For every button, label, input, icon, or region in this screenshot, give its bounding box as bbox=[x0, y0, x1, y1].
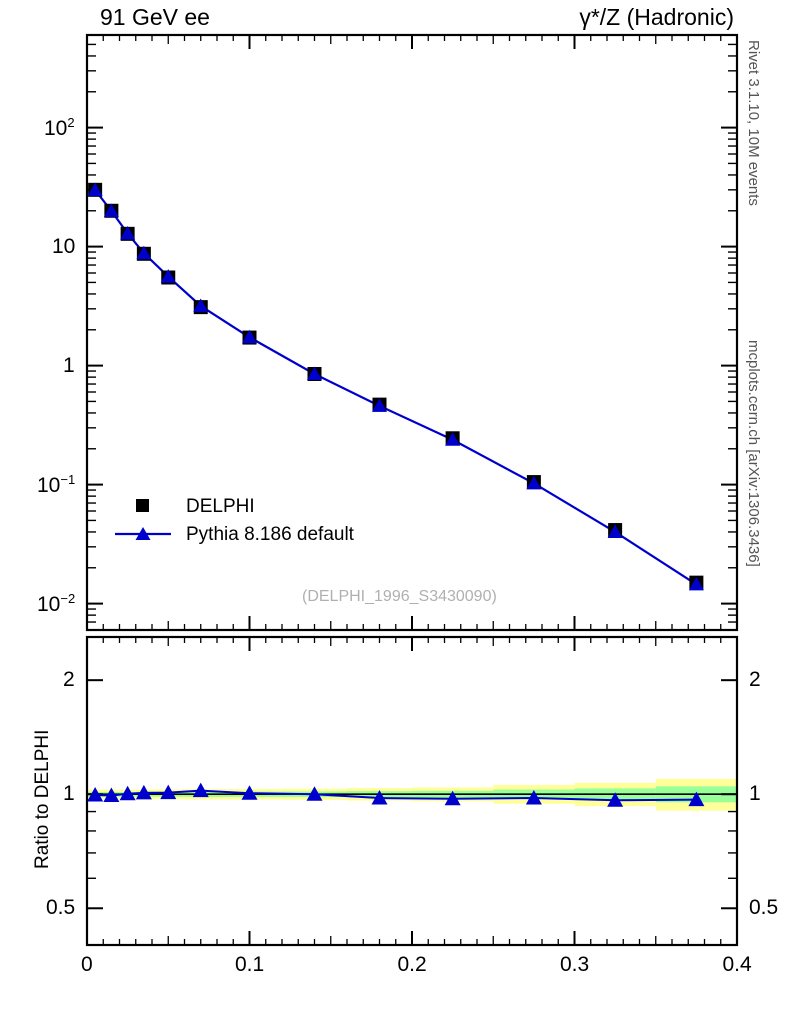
header-left-title: 91 GeV ee bbox=[100, 4, 210, 30]
ratio-ytick-label-left: 2 bbox=[63, 668, 75, 692]
xtick-label: 0.1 bbox=[235, 953, 265, 976]
ratio-ytick-label-left: 1 bbox=[63, 782, 75, 806]
main-ytick-label: 10−1 bbox=[37, 471, 76, 497]
mc-marker-triangle bbox=[120, 225, 136, 240]
xtick-label: 0.4 bbox=[722, 953, 752, 976]
mc-marker-triangle bbox=[242, 329, 257, 344]
ratio-mc-marker-triangle bbox=[525, 790, 542, 805]
ratio-ytick-label-right: 0.5 bbox=[749, 896, 779, 920]
header-right-title: γ*/Z (Hadronic) bbox=[579, 4, 734, 30]
main-ytick-label: 102 bbox=[44, 114, 75, 140]
ratio-mc-marker-triangle bbox=[371, 790, 388, 805]
ratio-ytick-label-right: 2 bbox=[749, 668, 761, 692]
ratio-mc-marker-triangle bbox=[688, 791, 705, 807]
mc-marker-triangle bbox=[136, 245, 152, 260]
ratio-ytick-label-right: 1 bbox=[749, 782, 761, 806]
legend-label-pythia: Pythia 8.186 default bbox=[186, 524, 354, 545]
xtick-label: 0.2 bbox=[397, 953, 427, 976]
main-panel-frame bbox=[85, 33, 739, 632]
ratio-mc-marker-triangle bbox=[160, 784, 177, 800]
analysis-name-label: (DELPHI_1996_S3430090) bbox=[302, 588, 497, 605]
xtick-label: 0.3 bbox=[560, 953, 590, 976]
ratio-mc-marker-triangle bbox=[192, 782, 209, 798]
mc-marker-triangle bbox=[445, 432, 461, 446]
ratio-mc-marker-triangle bbox=[607, 792, 624, 807]
mc-marker-triangle bbox=[193, 298, 209, 312]
mc-marker-triangle bbox=[87, 182, 103, 196]
ratio-mc-marker-triangle bbox=[241, 785, 258, 800]
ratio-mc-marker-triangle bbox=[87, 787, 104, 802]
mc-marker-triangle bbox=[688, 576, 704, 591]
main-ytick-label: 10 bbox=[52, 234, 76, 258]
ratio-mc-marker-triangle bbox=[135, 784, 152, 800]
main-ytick-label: 10−2 bbox=[37, 590, 76, 616]
ratio-mc-marker-triangle bbox=[306, 786, 323, 801]
main-ytick-label: 1 bbox=[63, 353, 75, 377]
ratio-ytick-label-left: 0.5 bbox=[46, 896, 76, 920]
ratio-mc-marker-triangle bbox=[444, 790, 461, 806]
mc-marker-triangle bbox=[372, 398, 387, 412]
legend-marker-triangle bbox=[115, 527, 171, 540]
mc-marker-triangle bbox=[526, 475, 542, 490]
mc-marker-triangle bbox=[307, 366, 322, 380]
mc-marker-triangle bbox=[607, 524, 623, 538]
xtick-label: 0 bbox=[81, 953, 93, 976]
ratio-mc-marker-triangle bbox=[103, 787, 120, 803]
mc-marker-triangle bbox=[160, 269, 176, 283]
ratio-mc-marker-triangle bbox=[119, 785, 136, 801]
legend-marker-square bbox=[136, 499, 149, 512]
mc-marker-triangle bbox=[103, 203, 119, 218]
legend-label-delphi: DELPHI bbox=[186, 496, 255, 517]
